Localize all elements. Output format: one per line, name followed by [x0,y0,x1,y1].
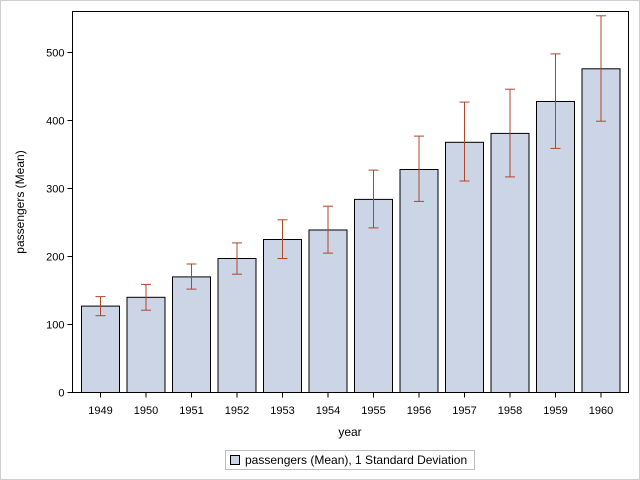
bar-1952 [217,258,257,393]
legend-entry-label: passengers (Mean), 1 Standard Deviation [245,453,467,467]
error-bar-1953 [277,219,288,259]
bar-1956 [399,169,439,393]
y-tick-label-500: 500 [46,48,64,60]
bar-1949 [81,305,120,394]
error-bar-1952 [232,242,242,275]
error-bar-1960 [596,15,606,122]
error-bar-1949 [95,296,106,317]
legend: passengers (Mean), 1 Standard Deviation [225,450,475,470]
x-tick-label-1954: 1954 [316,405,340,417]
error-bar-1954 [323,205,333,254]
x-tick-label-1953: 1953 [270,405,294,417]
legend-swatch [230,455,240,465]
bar-1955 [354,198,393,393]
bar-1957 [445,141,484,393]
bar-1960 [581,68,621,394]
x-tick-label-1960: 1960 [589,405,613,417]
x-tick-label-1950: 1950 [134,405,158,417]
error-bar-1956 [414,135,424,202]
x-tick-label-1958: 1958 [498,405,522,417]
y-tick-label-0: 0 [58,388,64,400]
error-bars-layer [95,15,606,317]
legend-frame [225,450,475,470]
error-bar-1958 [505,88,515,178]
x-axis-label: year [338,425,361,439]
y-tick-label-100: 100 [46,320,64,332]
bar-1954 [308,229,348,393]
error-bar-1950 [141,283,151,311]
x-tick-label-1957: 1957 [452,405,476,417]
x-tick-label-1951: 1951 [179,405,203,417]
y-tick-label-200: 200 [46,252,64,264]
x-axis-ticks: 1949 1950 1951 1952 1953 1954 1955 1956 1957 1958… [88,392,613,417]
error-bar-1951 [186,263,197,290]
y-tick-label-400: 400 [46,116,64,128]
error-bar-1959 [550,53,561,149]
error-bar-1957 [459,101,470,182]
error-bar-1955 [368,169,379,229]
y-axis-ticks: 0 100 200 300 400 500 [46,48,73,400]
x-tick-label-1952: 1952 [225,405,249,417]
x-tick-label-1959: 1959 [543,405,567,417]
x-tick-label-1949: 1949 [88,405,112,417]
y-tick-label-300: 300 [46,184,64,196]
x-tick-label-1956: 1956 [407,405,431,417]
bar-1959 [536,101,575,393]
bar-1953 [263,239,302,393]
bar-1951 [172,276,211,393]
bar-1950 [126,296,166,393]
plot-frame [72,11,629,393]
y-axis-label: passengers (Mean) [13,150,27,253]
x-tick-label-1955: 1955 [361,405,385,417]
